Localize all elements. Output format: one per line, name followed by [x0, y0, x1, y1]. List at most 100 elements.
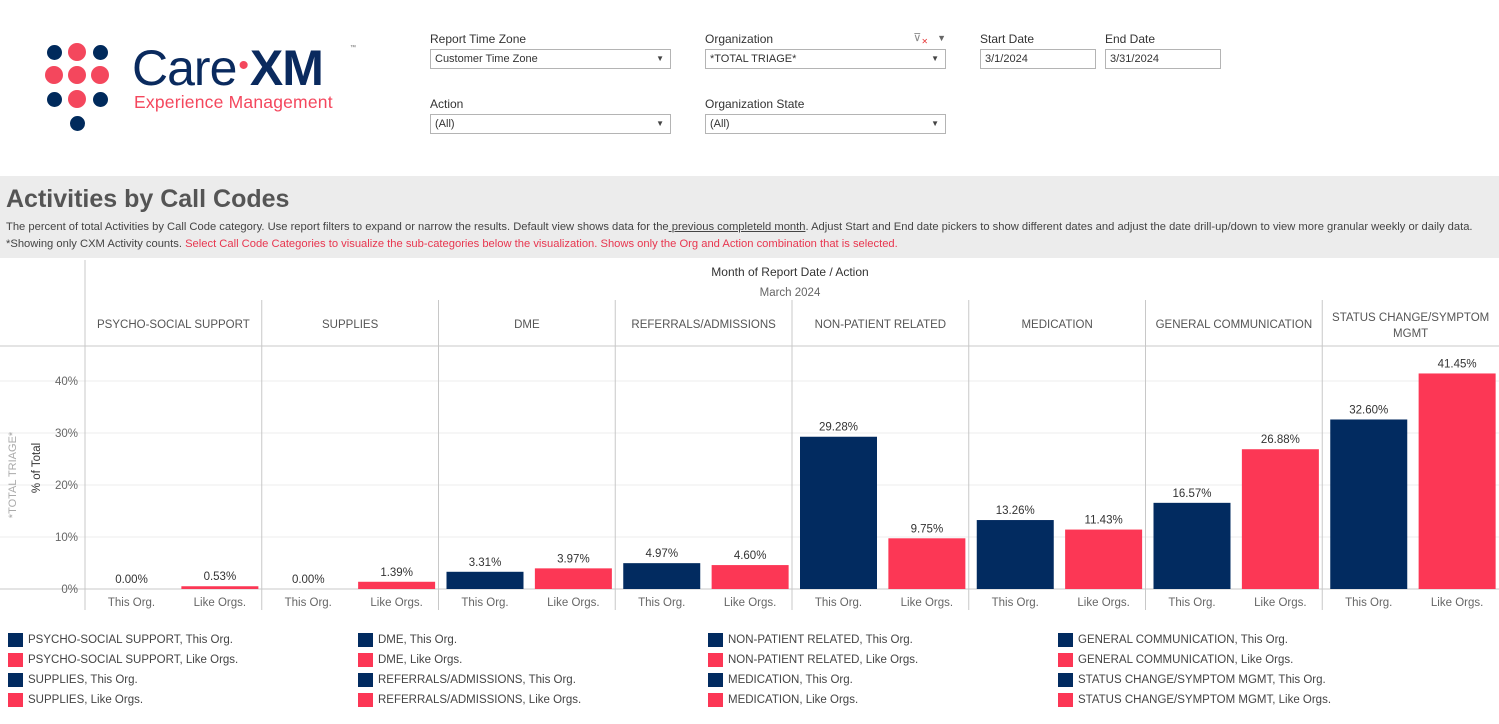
legend-column: NON-PATIENT RELATED, This Org. NON-PATIEN…	[708, 630, 918, 710]
row-dimension-label: *TOTAL TRIAGE*	[7, 431, 19, 518]
data-label: 4.97%	[645, 548, 678, 560]
legend-item[interactable]: SUPPLIES, This Org.	[8, 670, 238, 690]
bar-this-org	[623, 563, 701, 589]
bar-this-org	[800, 436, 877, 589]
logo-dot-icon	[68, 90, 86, 108]
data-label: 11.43%	[1085, 515, 1123, 527]
legend-item[interactable]: MEDICATION, Like Orgs.	[708, 690, 918, 710]
legend-label: STATUS CHANGE/SYMPTOM MGMT, Like Orgs.	[1078, 694, 1332, 706]
logo-dot-icon	[47, 92, 62, 107]
chart-column-title: Month of Report Date / Action	[711, 265, 868, 279]
x-tick-label: Like Orgs.	[901, 597, 953, 609]
x-tick-label: This Org.	[815, 597, 862, 609]
y-tick-label: 30%	[55, 428, 78, 440]
data-label: 41.45%	[1438, 358, 1477, 370]
legend-label: MEDICATION, Like Orgs.	[728, 694, 859, 706]
category-header: STATUS CHANGE/SYMPTOM	[1332, 312, 1489, 324]
filter-report-time-zone: Report Time Zone Customer Time Zone ▼	[430, 31, 671, 69]
filter-label: Action	[430, 97, 464, 111]
filter-clear-icon[interactable]: ⊽✕	[913, 32, 929, 47]
legend-item[interactable]: MEDICATION, This Org.	[708, 670, 918, 690]
chevron-down-icon: ▼	[656, 54, 664, 63]
legend-swatch-icon	[708, 653, 723, 667]
data-label: 32.60%	[1349, 404, 1388, 416]
category-header: MEDICATION	[1021, 319, 1092, 331]
logo-dot-icon	[45, 66, 63, 84]
legend-item[interactable]: GENERAL COMMUNICATION, This Org.	[1058, 630, 1331, 650]
bar-like-orgs	[1065, 529, 1143, 589]
legend-item[interactable]: DME, Like Orgs.	[358, 650, 581, 670]
legend-label: MEDICATION, This Org.	[728, 674, 853, 686]
legend-swatch-icon	[708, 633, 723, 647]
category-header: MGMT	[1393, 328, 1428, 340]
legend-item[interactable]: DME, This Org.	[358, 630, 581, 650]
category-header: PSYCHO-SOCIAL SUPPORT	[97, 319, 250, 331]
bar-like-orgs	[358, 581, 436, 589]
select-value: *TOTAL TRIAGE*	[710, 53, 797, 65]
bar-like-orgs	[1418, 373, 1496, 589]
description-instruction: Select Call Code Categories to visualize…	[185, 238, 898, 250]
chevron-down-icon: ▼	[931, 119, 939, 128]
filter-organization-state: Organization State (All) ▼	[705, 96, 946, 134]
logo-separator-dot: •	[238, 49, 248, 82]
legend-item[interactable]: STATUS CHANGE/SYMPTOM MGMT, This Org.	[1058, 670, 1331, 690]
x-tick-label: This Org.	[285, 597, 332, 609]
legend-swatch-icon	[1058, 673, 1073, 687]
legend-swatch-icon	[708, 693, 723, 707]
section-description: The percent of total Activities by Call …	[6, 219, 1496, 253]
category-header: SUPPLIES	[322, 319, 379, 331]
description-link[interactable]: previous completeld month	[668, 221, 806, 233]
legend-item[interactable]: GENERAL COMMUNICATION, Like Orgs.	[1058, 650, 1331, 670]
legend-label: REFERRALS/ADMISSIONS, Like Orgs.	[378, 694, 582, 706]
filter-end-date: End Date 3/31/2024	[1105, 31, 1221, 69]
x-tick-label: Like Orgs.	[547, 597, 599, 609]
end-date-input[interactable]: 3/31/2024	[1105, 49, 1221, 69]
x-tick-label: This Org.	[108, 597, 155, 609]
x-tick-label: This Org.	[461, 597, 508, 609]
category-header: GENERAL COMMUNICATION	[1156, 319, 1313, 331]
legend-item[interactable]: NON-PATIENT RELATED, Like Orgs.	[708, 650, 918, 670]
start-date-input[interactable]: 3/1/2024	[980, 49, 1096, 69]
legend-item[interactable]: REFERRALS/ADMISSIONS, Like Orgs.	[358, 690, 581, 710]
logo-dot-icon	[91, 66, 109, 84]
data-label: 0.00%	[292, 574, 325, 586]
bar-this-org	[1153, 502, 1231, 589]
bar-like-orgs	[1241, 449, 1319, 589]
chart-legend: PSYCHO-SOCIAL SUPPORT, This Org. PSYCHO-S…	[0, 630, 1499, 720]
logo-dot-icon	[70, 116, 85, 131]
legend-swatch-icon	[8, 633, 23, 647]
filter-menu-icon[interactable]: ▼	[937, 33, 946, 43]
bar-chart: Month of Report Date / Action March 2024 0…	[0, 260, 1499, 612]
legend-swatch-icon	[1058, 693, 1073, 707]
category-header: DME	[514, 319, 540, 331]
legend-item[interactable]: NON-PATIENT RELATED, This Org.	[708, 630, 918, 650]
carexm-logo: Care•XM ™ Experience Management	[44, 40, 364, 135]
organization-select[interactable]: *TOTAL TRIAGE* ▼	[705, 49, 946, 69]
y-tick-label: 10%	[55, 532, 78, 544]
y-tick-label: 0%	[61, 584, 78, 596]
chart-svg: Month of Report Date / Action March 2024 0…	[0, 260, 1499, 610]
legend-item[interactable]: PSYCHO-SOCIAL SUPPORT, This Org.	[8, 630, 238, 650]
legend-label: NON-PATIENT RELATED, Like Orgs.	[728, 654, 919, 666]
legend-item[interactable]: PSYCHO-SOCIAL SUPPORT, Like Orgs.	[8, 650, 238, 670]
select-value: (All)	[435, 118, 455, 130]
logo-dot-icon	[47, 45, 62, 60]
title-band: Activities by Call Codes The percent of …	[0, 176, 1499, 258]
legend-item[interactable]: STATUS CHANGE/SYMPTOM MGMT, Like Orgs.	[1058, 690, 1331, 710]
legend-label: SUPPLIES, Like Orgs.	[28, 694, 144, 706]
legend-item[interactable]: REFERRALS/ADMISSIONS, This Org.	[358, 670, 581, 690]
action-select[interactable]: (All) ▼	[430, 114, 671, 134]
x-tick-label: Like Orgs.	[1431, 597, 1483, 609]
legend-column: DME, This Org. DME, Like Orgs. REFERRALS/A…	[358, 630, 581, 710]
legend-label: STATUS CHANGE/SYMPTOM MGMT, This Org.	[1078, 674, 1326, 686]
organization-state-select[interactable]: (All) ▼	[705, 114, 946, 134]
legend-item[interactable]: SUPPLIES, Like Orgs.	[8, 690, 238, 710]
legend-column: PSYCHO-SOCIAL SUPPORT, This Org. PSYCHO-S…	[8, 630, 238, 710]
logo-brand-right: XM	[249, 40, 324, 96]
legend-label: SUPPLIES, This Org.	[28, 674, 138, 686]
report-time-zone-select[interactable]: Customer Time Zone ▼	[430, 49, 671, 69]
legend-label: PSYCHO-SOCIAL SUPPORT, This Org.	[28, 634, 233, 646]
logo-dot-icon	[93, 92, 108, 107]
logo-tagline: Experience Management	[134, 92, 333, 112]
select-value: Customer Time Zone	[435, 53, 538, 65]
